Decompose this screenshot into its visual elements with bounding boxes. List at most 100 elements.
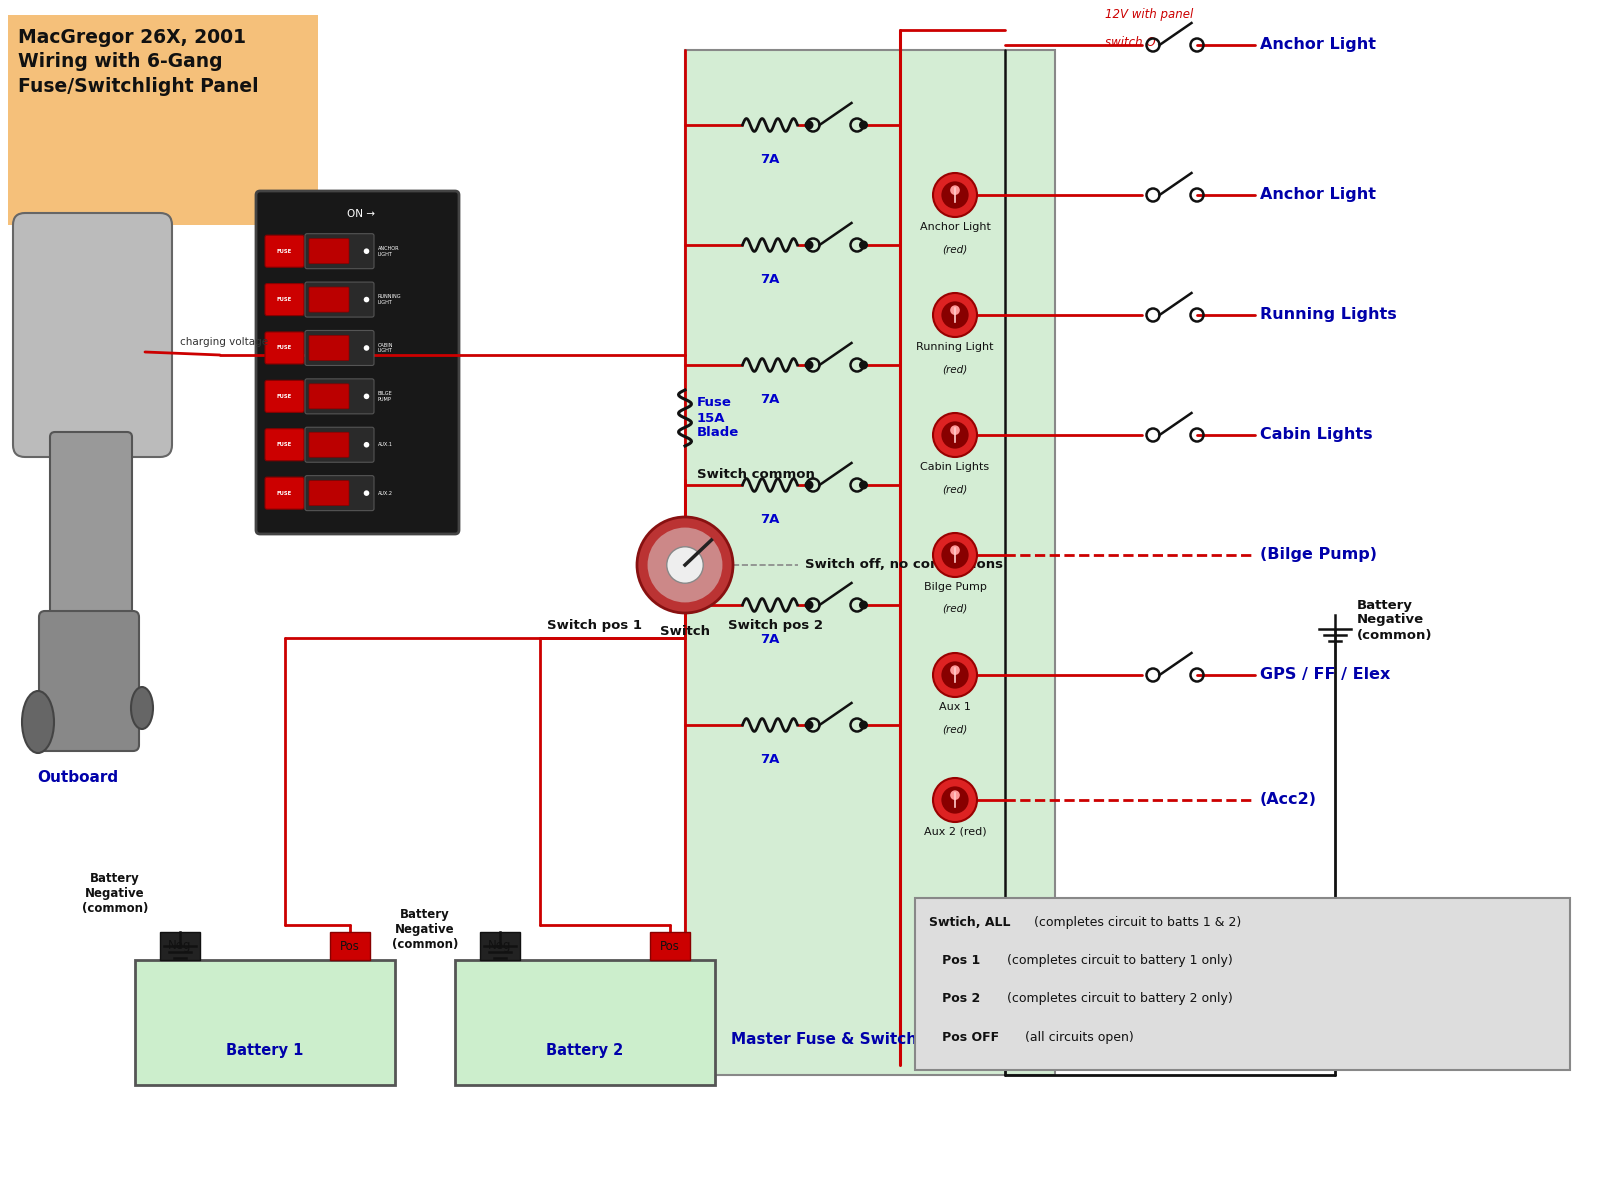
Circle shape bbox=[805, 241, 813, 249]
Circle shape bbox=[805, 601, 813, 610]
FancyBboxPatch shape bbox=[685, 50, 1054, 1075]
Text: ON →: ON → bbox=[347, 209, 376, 219]
FancyBboxPatch shape bbox=[8, 15, 318, 225]
Text: switch O: switch O bbox=[1106, 37, 1155, 50]
FancyBboxPatch shape bbox=[266, 380, 304, 412]
Circle shape bbox=[859, 120, 867, 130]
Text: (Acc2): (Acc2) bbox=[1261, 793, 1317, 807]
Circle shape bbox=[637, 517, 733, 612]
Ellipse shape bbox=[131, 687, 154, 729]
Text: 7A: 7A bbox=[760, 393, 779, 406]
FancyBboxPatch shape bbox=[915, 898, 1570, 1070]
Text: FUSE: FUSE bbox=[277, 491, 293, 496]
Circle shape bbox=[933, 413, 978, 457]
Text: 7A: 7A bbox=[760, 273, 779, 286]
Circle shape bbox=[363, 297, 370, 302]
Text: RUNNING
LIGHT: RUNNING LIGHT bbox=[378, 294, 402, 304]
FancyBboxPatch shape bbox=[650, 932, 690, 961]
FancyBboxPatch shape bbox=[160, 932, 200, 961]
Text: (red): (red) bbox=[942, 604, 968, 614]
Text: (completes circuit to batts 1 & 2): (completes circuit to batts 1 & 2) bbox=[1030, 916, 1242, 929]
Circle shape bbox=[805, 721, 813, 729]
FancyBboxPatch shape bbox=[13, 214, 173, 457]
Text: Switch off, no connections: Switch off, no connections bbox=[805, 558, 1003, 571]
FancyBboxPatch shape bbox=[50, 432, 131, 630]
FancyBboxPatch shape bbox=[306, 330, 374, 366]
FancyBboxPatch shape bbox=[266, 235, 304, 267]
Text: (Bilge Pump): (Bilge Pump) bbox=[1261, 548, 1378, 563]
Text: 7A: 7A bbox=[760, 513, 779, 526]
FancyBboxPatch shape bbox=[38, 611, 139, 750]
Circle shape bbox=[805, 361, 813, 369]
Text: 7A: 7A bbox=[760, 153, 779, 166]
Text: Cabin Lights: Cabin Lights bbox=[920, 463, 989, 472]
Text: FUSE: FUSE bbox=[277, 297, 293, 302]
FancyBboxPatch shape bbox=[266, 477, 304, 509]
Text: (red): (red) bbox=[942, 725, 968, 734]
Circle shape bbox=[950, 545, 960, 555]
Text: Fuse
15A
Blade: Fuse 15A Blade bbox=[698, 396, 739, 439]
Circle shape bbox=[648, 527, 723, 603]
Text: MacGregor 26X, 2001
Wiring with 6-Gang
Fuse/Switchlight Panel: MacGregor 26X, 2001 Wiring with 6-Gang F… bbox=[18, 28, 259, 96]
Text: Switch: Switch bbox=[661, 625, 710, 638]
Text: Switch pos 2: Switch pos 2 bbox=[728, 620, 822, 632]
Circle shape bbox=[363, 442, 370, 447]
Circle shape bbox=[859, 601, 867, 610]
FancyBboxPatch shape bbox=[309, 480, 349, 505]
Text: Battery
Negative
(common): Battery Negative (common) bbox=[1357, 598, 1432, 642]
Text: Battery 2: Battery 2 bbox=[546, 1042, 624, 1057]
Text: Master Fuse & Switchlight Panel: Master Fuse & Switchlight Panel bbox=[731, 1032, 1010, 1047]
Text: BILGE
PUMP: BILGE PUMP bbox=[378, 391, 392, 401]
Circle shape bbox=[933, 533, 978, 577]
FancyBboxPatch shape bbox=[306, 427, 374, 463]
Circle shape bbox=[950, 666, 960, 675]
FancyBboxPatch shape bbox=[256, 191, 459, 535]
Circle shape bbox=[933, 778, 978, 822]
FancyBboxPatch shape bbox=[330, 932, 370, 961]
Text: Running Lights: Running Lights bbox=[1261, 308, 1397, 322]
Text: Battery 1: Battery 1 bbox=[226, 1042, 304, 1057]
Circle shape bbox=[950, 185, 960, 195]
Text: Aux 2 (red): Aux 2 (red) bbox=[923, 827, 986, 837]
Text: FUSE: FUSE bbox=[277, 394, 293, 399]
Circle shape bbox=[950, 306, 960, 315]
FancyBboxPatch shape bbox=[266, 283, 304, 315]
Text: Battery
Negative
(common): Battery Negative (common) bbox=[82, 872, 149, 914]
Text: Pos 1: Pos 1 bbox=[930, 955, 981, 968]
Circle shape bbox=[950, 791, 960, 800]
Text: charging voltage: charging voltage bbox=[179, 337, 269, 347]
Text: FUSE: FUSE bbox=[277, 442, 293, 447]
Text: Switch pos 1: Switch pos 1 bbox=[547, 620, 643, 632]
FancyBboxPatch shape bbox=[306, 282, 374, 317]
Circle shape bbox=[941, 786, 968, 814]
Circle shape bbox=[933, 653, 978, 697]
Circle shape bbox=[933, 173, 978, 217]
Text: (red): (red) bbox=[942, 244, 968, 254]
FancyBboxPatch shape bbox=[309, 238, 349, 263]
Text: AUX.1: AUX.1 bbox=[378, 442, 394, 447]
Text: FUSE: FUSE bbox=[277, 249, 293, 254]
Text: Anchor Light: Anchor Light bbox=[1261, 38, 1376, 52]
Circle shape bbox=[941, 661, 968, 689]
Circle shape bbox=[859, 721, 867, 729]
Circle shape bbox=[941, 301, 968, 329]
Text: Outboard: Outboard bbox=[37, 771, 118, 785]
Text: Anchor Light: Anchor Light bbox=[1261, 188, 1376, 203]
Circle shape bbox=[805, 120, 813, 130]
FancyBboxPatch shape bbox=[454, 961, 715, 1084]
FancyBboxPatch shape bbox=[309, 432, 349, 457]
Circle shape bbox=[363, 394, 370, 399]
Circle shape bbox=[805, 480, 813, 490]
Text: (red): (red) bbox=[942, 363, 968, 374]
Circle shape bbox=[941, 421, 968, 448]
Text: Pos OFF: Pos OFF bbox=[930, 1030, 998, 1043]
Text: FUSE: FUSE bbox=[277, 346, 293, 350]
Text: 7A: 7A bbox=[760, 753, 779, 766]
Text: Bilge Pump: Bilge Pump bbox=[923, 582, 987, 592]
Text: Cabin Lights: Cabin Lights bbox=[1261, 427, 1373, 442]
Text: (all circuits open): (all circuits open) bbox=[1021, 1030, 1134, 1043]
Text: (completes circuit to battery 1 only): (completes circuit to battery 1 only) bbox=[1003, 955, 1232, 968]
Text: CABIN
LIGHT: CABIN LIGHT bbox=[378, 342, 394, 353]
Circle shape bbox=[933, 293, 978, 337]
Text: Neg: Neg bbox=[168, 939, 192, 952]
